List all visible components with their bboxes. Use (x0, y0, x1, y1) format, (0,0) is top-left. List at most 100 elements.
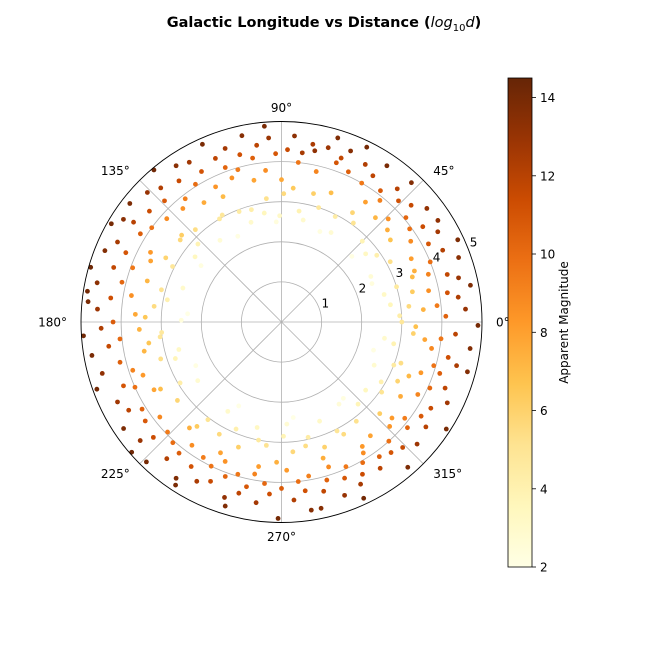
scatter-point (467, 346, 473, 351)
scatter-point (121, 383, 126, 389)
scatter-point (387, 259, 393, 265)
colorbar-tick-label: 12 (540, 169, 555, 183)
scatter-point (420, 307, 426, 312)
scatter-point (236, 209, 242, 214)
scatter-point (418, 370, 424, 376)
scatter-point (456, 275, 461, 281)
scatter-point (324, 477, 330, 483)
scatter-point (360, 460, 366, 466)
scatter-point (148, 249, 153, 255)
scatter-point (455, 237, 461, 243)
scatter-point (306, 473, 312, 479)
scatter-point (108, 221, 114, 227)
scatter-point (343, 464, 349, 470)
scatter-point (132, 384, 138, 390)
r-tick-label: 2 (359, 281, 367, 295)
scatter-point (193, 363, 199, 369)
scatter-point (408, 238, 414, 244)
scatter-point (170, 264, 175, 269)
scatter-point (273, 151, 279, 157)
scatter-point (405, 425, 410, 431)
angle-gridline (281, 321, 424, 465)
scatter-point (172, 356, 178, 361)
scatter-point (220, 194, 226, 200)
scatter-point (136, 327, 142, 332)
scatter-point (385, 216, 391, 222)
colorbar-label: Apparent Magnitude (557, 261, 571, 384)
scatter-point (378, 188, 383, 194)
scatter-point (121, 426, 126, 431)
scatter-point (137, 231, 143, 237)
scatter-point (361, 495, 367, 501)
scatter-point (130, 367, 136, 373)
scatter-point (106, 343, 112, 349)
scatter-point (262, 481, 267, 486)
scatter-point (413, 324, 419, 330)
scatter-point (102, 248, 108, 254)
scatter-point (236, 490, 242, 496)
scatter-point (187, 425, 192, 431)
scatter-point (164, 216, 170, 222)
scatter-point (420, 224, 426, 230)
scatter-point (177, 237, 183, 243)
scatter-point (426, 288, 431, 294)
scatter-point (367, 433, 373, 439)
scatter-point (236, 403, 242, 409)
scatter-point (394, 186, 400, 192)
polar-spine (80, 121, 483, 523)
scatter-point (99, 371, 105, 376)
scatter-point (129, 293, 134, 298)
scatter-point (435, 218, 441, 223)
scatter-point (424, 206, 430, 211)
scatter-point (332, 214, 338, 220)
scatter-point (348, 148, 353, 154)
scatter-point (189, 442, 195, 448)
data-points (81, 123, 481, 521)
scatter-point (409, 289, 415, 295)
scatter-point (443, 426, 449, 432)
scatter-point (256, 464, 261, 469)
scatter-point (333, 160, 339, 166)
scatter-point (388, 302, 393, 308)
scatter-point (377, 465, 383, 471)
scatter-point (328, 190, 334, 196)
scatter-point (165, 429, 170, 435)
scatter-point (285, 147, 290, 153)
scatter-point (98, 325, 104, 331)
scatter-point (131, 219, 136, 225)
scatter-point (445, 355, 451, 360)
scatter-point (217, 237, 223, 243)
scatter-point (267, 491, 272, 497)
scatter-point (423, 424, 429, 430)
scatter-point (378, 379, 384, 385)
scatter-point (142, 418, 148, 424)
angle-gridline (281, 179, 424, 323)
scatter-point (117, 336, 123, 342)
scatter-point (235, 471, 241, 477)
scatter-point (387, 237, 393, 243)
scatter-point (159, 330, 165, 335)
scatter-point (140, 372, 146, 378)
angle-tick-label: 45° (433, 164, 454, 178)
scatter-point (296, 208, 302, 214)
scatter-point (179, 232, 185, 238)
scatter-point (317, 418, 322, 424)
scatter-point (408, 202, 414, 208)
scatter-point (311, 191, 316, 197)
scatter-point (217, 216, 222, 222)
scatter-point (414, 441, 420, 447)
scatter-point (384, 163, 390, 169)
scatter-point (149, 225, 155, 231)
scatter-point (132, 311, 138, 317)
scatter-point (261, 123, 267, 129)
scatter-point (222, 474, 228, 479)
scatter-point (300, 217, 306, 223)
scatter-point (254, 142, 260, 148)
r-tick-label: 4 (433, 251, 441, 265)
scatter-point (363, 387, 369, 393)
scatter-point (371, 362, 377, 368)
scatter-point (126, 407, 132, 413)
scatter-point (437, 371, 443, 376)
scatter-point (412, 268, 417, 274)
scatter-point (229, 175, 235, 181)
